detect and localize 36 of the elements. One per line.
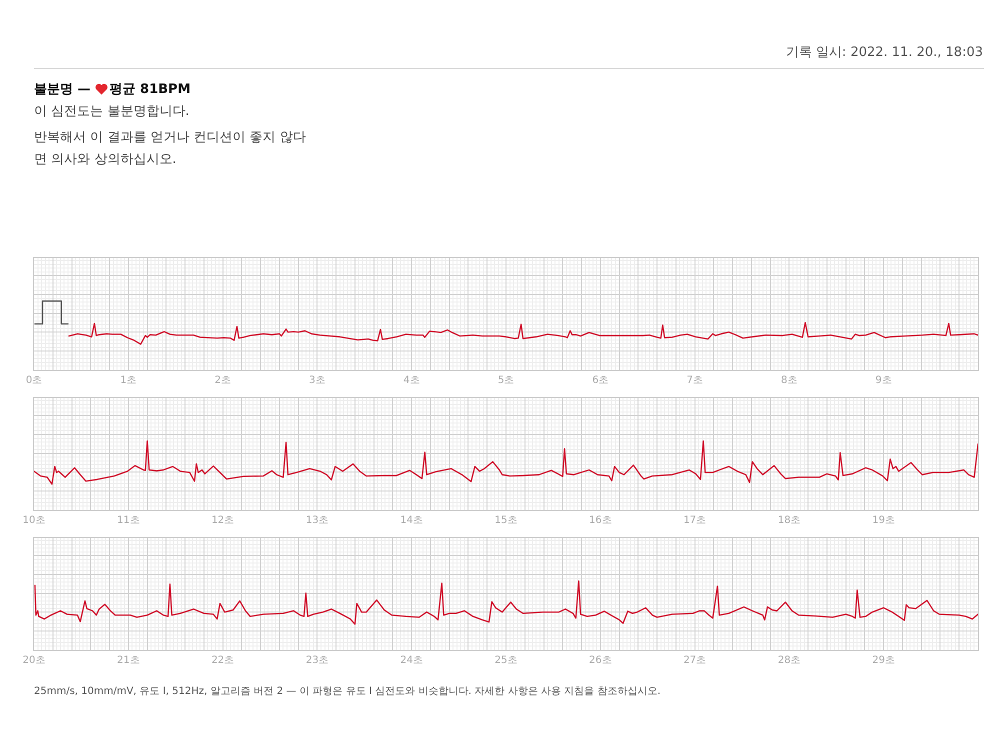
x-tick-label: 18초 xyxy=(778,515,801,526)
x-tick-label: 20초 xyxy=(22,655,46,666)
x-tick-label: 7초 xyxy=(686,375,703,386)
x-tick-label: 12초 xyxy=(211,515,234,526)
x-tick-label: 22초 xyxy=(211,655,234,666)
x-tick-label: 13초 xyxy=(306,515,329,526)
x-tick-label: 21초 xyxy=(117,655,140,666)
text: 반복해서 이 결과를 얻거나 컨디션이 좋지 않다면 의사와 상의하십시오. xyxy=(34,129,307,169)
x-tick-label: 27초 xyxy=(683,655,706,666)
x-tick-label: 24초 xyxy=(400,655,423,666)
text: 이 심전도는 불분명합니다. xyxy=(34,103,190,121)
x-tick-label: 9초 xyxy=(875,375,892,386)
x-tick-label: 14초 xyxy=(400,515,423,526)
x-tick-label: 16초 xyxy=(589,515,612,526)
text: 기록 일시: 2022. 11. 20., 18:03 xyxy=(786,44,983,61)
x-tick-label: 1초 xyxy=(120,375,137,386)
x-tick-label: 25초 xyxy=(494,655,518,666)
x-tick-label: 26초 xyxy=(589,655,612,666)
x-tick-label: 15초 xyxy=(494,515,518,526)
x-tick-label: 6초 xyxy=(592,375,609,386)
x-tick-label: 2초 xyxy=(214,375,231,386)
x-tick-label: 23초 xyxy=(306,655,329,666)
x-tick-label: 11초 xyxy=(117,515,140,526)
x-tick-label: 0초 xyxy=(26,375,42,386)
chart-subtitle: 평균 81BPM xyxy=(110,81,191,98)
x-tick-label: 4초 xyxy=(403,375,420,386)
x-tick-label: 28초 xyxy=(778,655,801,666)
x-tick-label: 10초 xyxy=(22,515,46,526)
x-tick-label: 17초 xyxy=(683,515,706,526)
x-tick-label: 19초 xyxy=(872,515,895,526)
text: 25mm/s, 10mm/mV, 유도 I, 512Hz, 알고리즘 버전 2 — 이 파형은 유도 I 심전도와 비슷합니다. 자세한 사항은 사용 지침을 참조하십시오. xyxy=(34,685,661,698)
x-tick-label: 8초 xyxy=(781,375,798,386)
x-tick-label: 3초 xyxy=(309,375,326,386)
x-tick-label: 29초 xyxy=(872,655,895,666)
x-tick-label: 5초 xyxy=(498,375,514,386)
chart-title: 불분명 — xyxy=(34,81,91,98)
